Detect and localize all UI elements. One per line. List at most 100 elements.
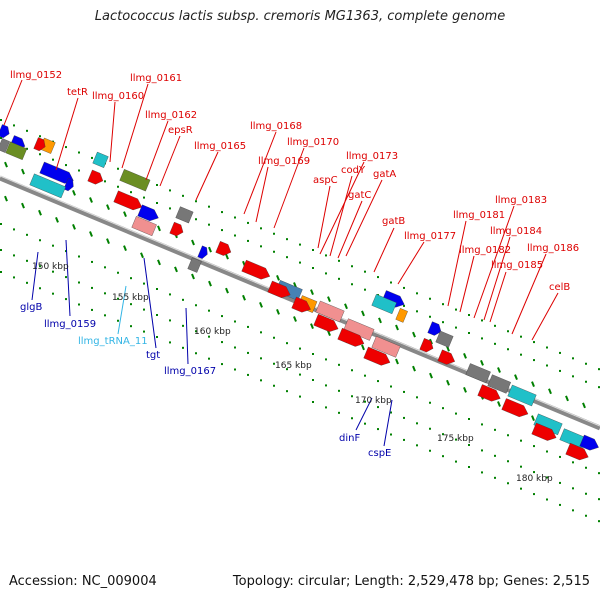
gene-label[interactable]: tetR [67,87,88,98]
guide-dot [546,346,548,349]
guide-dot [546,476,548,479]
tick-mark [310,289,314,295]
guide-dot [533,471,535,474]
gene-label[interactable]: dinF [339,433,360,444]
gene-label[interactable]: llmg_0165 [194,141,246,152]
feature-arrow [313,313,339,332]
guide-dot [312,267,314,269]
guide-dot [156,336,158,338]
gene-label[interactable]: llmg_0173 [346,151,398,162]
guide-dot [546,364,548,367]
guide-dot [234,216,236,219]
feature-arrow [291,296,311,313]
gene-label[interactable]: codY [341,165,366,176]
guide-dot [195,200,197,203]
gene-label[interactable]: llmg_0181 [453,210,505,221]
feature-block [371,294,397,315]
scale-label: 150 kbp [32,262,69,272]
gene-label[interactable]: llmg_0170 [287,137,339,148]
gene-label[interactable]: tgt [146,350,160,361]
guide-dot [13,254,15,257]
guide-dot [143,282,145,285]
gene-label[interactable]: llmg_tRNA_11 [78,336,148,347]
gene-feature [371,294,397,315]
gene-label[interactable]: celB [549,282,570,293]
gene-label[interactable]: llmg_0167 [164,366,216,377]
guide-dot [481,423,483,426]
gene-label[interactable]: llmg_0169 [258,156,310,167]
guide-dot [468,466,470,468]
gene-label[interactable]: llmg_0184 [490,226,542,237]
tick-mark [259,301,263,308]
tick-mark [140,252,144,259]
guide-dot [312,401,314,403]
guide-dot [273,232,275,235]
gene-label[interactable]: llmg_0168 [250,121,302,132]
guide-dot [78,255,80,258]
gene-label[interactable]: llmg_0162 [145,110,197,121]
gene-label[interactable]: llmg_0183 [495,195,547,206]
gene-feature [507,384,537,407]
gene-label[interactable]: llmg_0182 [459,245,511,256]
gene-feature [315,300,345,323]
gene-label[interactable]: llmg_0160 [92,91,144,102]
guide-dot [598,386,600,389]
gene-label[interactable]: gatA [373,169,396,180]
feature-arrow [169,221,184,237]
gene-label[interactable]: llmg_0177 [404,231,456,242]
guide-dot [286,256,288,259]
gene-label[interactable]: gatC [348,190,371,201]
tick-mark [276,309,280,315]
guide-dot [91,308,93,311]
gene-feature [175,206,194,224]
guide-dot [507,482,509,485]
tick-mark [548,388,552,395]
gene-label[interactable]: cspE [368,448,391,459]
guide-dot [546,498,548,501]
feature-block [435,330,454,348]
guide-dot [572,375,574,378]
guide-dot [39,153,41,156]
guide-dot [559,503,561,506]
guide-dot [494,428,496,431]
gene-feature [131,216,157,237]
tick-mark [157,259,161,266]
guide-dot [338,277,340,280]
feature-arrow [437,349,455,365]
gene-label[interactable]: epsR [168,125,193,136]
gene-label[interactable]: llmg_0185 [491,260,543,271]
guide-dot [208,335,210,338]
guide-dot [0,249,2,251]
guide-dot [299,347,301,350]
guide-dot [598,520,600,523]
gene-label[interactable]: glgB [20,302,42,313]
guide-dot [338,389,340,392]
guide-dot [65,298,67,301]
guide-dot [26,129,28,132]
gene-label[interactable]: aspC [313,175,338,186]
guide-dot [481,471,483,474]
gene-feature [565,442,589,461]
gene-label[interactable]: gatB [382,216,405,227]
gene-label[interactable]: llmg_0186 [527,243,579,254]
guide-dot [182,324,184,327]
feature-arrow [477,384,501,402]
guide-dot [39,239,41,242]
guide-dot [572,487,574,490]
feature-block [395,308,408,323]
guide-dot [234,234,236,237]
guide-dot [481,319,483,322]
guide-dot [104,292,106,295]
topology-text: Topology: circular; Length: 2,529,478 bp… [232,574,590,589]
feature-block [29,173,66,199]
gene-label[interactable]: llmg_0161 [130,73,182,84]
gene-label[interactable]: llmg_0152 [10,70,62,81]
guide-dot [299,261,301,264]
tick-mark [276,275,280,281]
gene-feature [313,313,339,332]
callout-line [3,79,23,126]
feature-block [187,257,202,273]
guide-dot [507,348,509,351]
gene-label[interactable]: llmg_0159 [44,319,96,330]
